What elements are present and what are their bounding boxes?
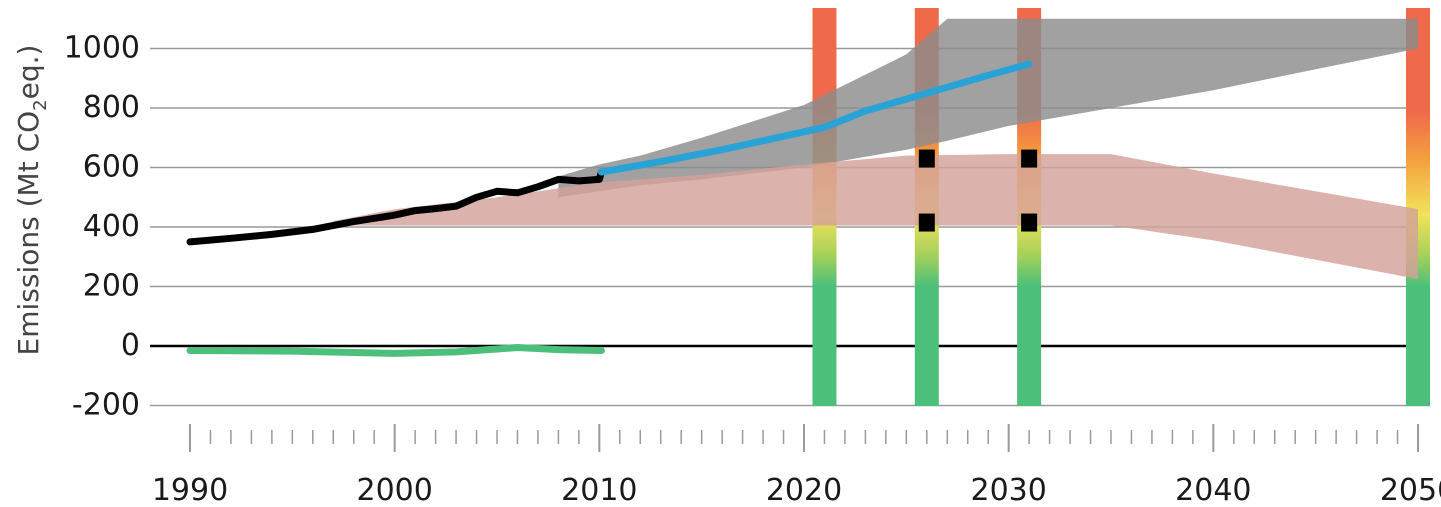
series-line [186, 168, 605, 246]
target-marker [1021, 213, 1038, 232]
y-tick-label: 600 [83, 150, 140, 185]
projection-band [333, 154, 1418, 280]
x-tick-label: 1990 [152, 473, 228, 507]
y-tick-label: 1000 [64, 31, 140, 66]
y-tick-label: 200 [83, 269, 140, 304]
bands-layer [333, 18, 1418, 280]
y-tick-label: 400 [83, 209, 140, 244]
series-line [597, 60, 1033, 176]
y-axis: -200 0 200 400 600 800 1000 [64, 31, 140, 423]
x-tick-label: 2050 [1380, 473, 1441, 507]
lines-layer [186, 60, 1033, 357]
series-line [186, 344, 605, 357]
reference-bar [1406, 8, 1430, 406]
x-axis: 1990 2000 2010 2020 2030 2040 2050 [152, 424, 1441, 507]
projection-band [558, 18, 1418, 198]
target-marker [1021, 149, 1038, 168]
x-tick-label: 2000 [356, 473, 432, 507]
x-tick-label: 2040 [1175, 473, 1251, 507]
y-axis-title: Emissions (Mt CO2eq.) [12, 45, 51, 356]
y-tick-label: 0 [121, 328, 140, 363]
x-tick-label: 2020 [766, 473, 842, 507]
y-tick-label: 800 [83, 90, 140, 125]
y-tick-label: -200 [72, 388, 140, 423]
target-marker [918, 149, 935, 168]
target-marker [918, 213, 935, 232]
x-tick-label: 2010 [561, 473, 637, 507]
targets-layer [918, 149, 1038, 232]
x-tick-label: 2030 [970, 473, 1046, 507]
